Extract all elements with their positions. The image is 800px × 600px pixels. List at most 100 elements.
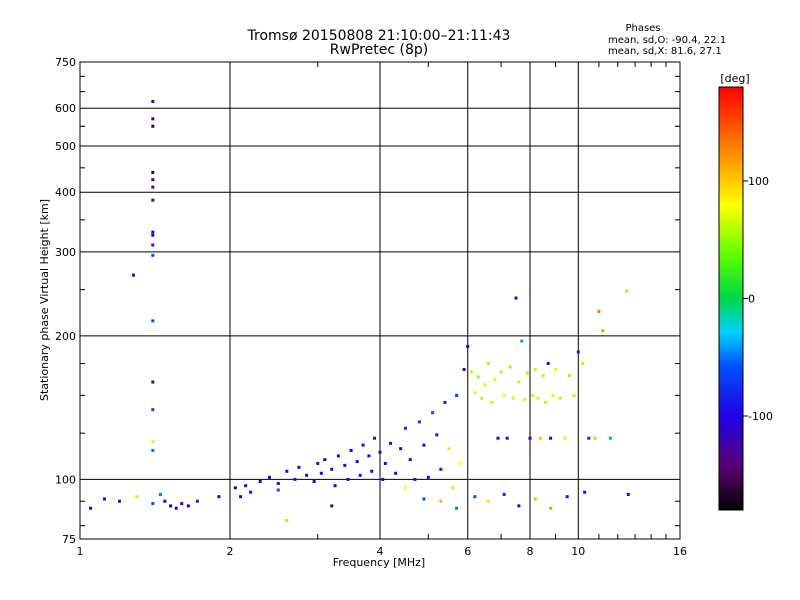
data-point [431, 411, 435, 415]
data-point [169, 504, 173, 508]
y-tick-label: 750 [55, 56, 76, 69]
data-point [151, 253, 155, 257]
colorbar [718, 86, 744, 511]
data-point [601, 329, 605, 333]
colorbar-ticks: 100 0 -100 [743, 175, 773, 423]
data-point [502, 393, 506, 397]
data-point [276, 488, 280, 492]
data-point [399, 447, 403, 451]
x-tick-label: 16 [673, 545, 687, 558]
data-point [151, 243, 155, 247]
x-tick-label: 6 [464, 545, 471, 558]
data-point [180, 502, 184, 506]
data-point [163, 499, 167, 503]
data-point [539, 436, 543, 440]
data-point [517, 380, 521, 384]
data-point [458, 461, 462, 465]
data-point [151, 319, 155, 323]
data-point [608, 436, 612, 440]
data-point [469, 370, 473, 374]
data-point [297, 465, 301, 469]
data-point [151, 178, 155, 182]
data-point [312, 479, 316, 483]
data-point [563, 436, 567, 440]
data-point [499, 370, 503, 374]
data-point [476, 375, 480, 379]
colorbar-tick-label: 0 [748, 293, 755, 306]
y-tick-label: 100 [55, 473, 76, 486]
data-point [89, 506, 93, 510]
data-point [378, 450, 382, 454]
data-point [305, 473, 309, 477]
data-point [151, 198, 155, 202]
data-point [451, 486, 455, 490]
data-point [533, 497, 537, 501]
data-point [544, 400, 548, 404]
data-point [239, 495, 243, 499]
data-point [151, 448, 155, 452]
x-tick-label: 4 [377, 545, 384, 558]
data-point [536, 396, 540, 400]
x-tick-label: 2 [227, 545, 234, 558]
data-point [358, 473, 362, 477]
x-tick-label: 10 [571, 545, 585, 558]
data-point [551, 393, 555, 397]
data-point [443, 400, 447, 404]
data-point [626, 492, 630, 496]
data-point [593, 436, 597, 440]
data-point [520, 339, 524, 343]
x-axis-label: Frequency [MHz] [333, 556, 425, 569]
data-point [528, 436, 532, 440]
chart-subtitle: RwPretec (8p) [330, 42, 428, 58]
data-point [174, 506, 178, 510]
data-point [346, 477, 350, 481]
y-axis-label: Stationary phase Virtual Height [km] [38, 199, 51, 401]
data-point [267, 475, 271, 479]
data-point [483, 383, 487, 387]
data-point [131, 273, 135, 277]
data-point [336, 454, 340, 458]
x-tick-label: 8 [527, 545, 534, 558]
colorbar-tick-label: 100 [748, 175, 769, 188]
data-point [439, 467, 443, 471]
data-point [293, 477, 297, 481]
data-point [151, 408, 155, 412]
plot-frame [79, 61, 681, 540]
data-point [417, 420, 421, 424]
data-point [151, 233, 155, 237]
data-point [233, 486, 237, 490]
data-point [541, 374, 545, 378]
data-point [493, 377, 497, 381]
data-point [244, 484, 248, 488]
data-point [367, 454, 371, 458]
data-point [583, 490, 587, 494]
data-point [447, 447, 451, 451]
y-axis-ticks: 75 100 200 300 400 500 600 750 [55, 56, 680, 546]
data-point [546, 361, 550, 365]
stats-heading: Phases [625, 23, 660, 34]
data-point [316, 461, 320, 465]
chart-title: Tromsø 20150808 21:10:00–21:11:43 [247, 28, 511, 44]
data-point [567, 374, 571, 378]
data-point [531, 393, 535, 397]
data-point [473, 391, 477, 395]
data-point [389, 441, 393, 445]
data-point [151, 117, 155, 121]
data-point [349, 448, 353, 452]
data-point [597, 309, 601, 313]
data-point [525, 371, 529, 375]
data-point [394, 471, 398, 475]
y-tick-label: 600 [55, 102, 76, 115]
data-point [319, 471, 323, 475]
data-point [486, 361, 490, 365]
data-point [422, 443, 426, 447]
y-tick-label: 400 [55, 186, 76, 199]
data-point [343, 463, 347, 467]
data-point [581, 361, 585, 365]
colorbar-label: [deg] [720, 72, 749, 85]
data-point [258, 479, 262, 483]
data-point [565, 495, 569, 499]
data-point [558, 396, 562, 400]
grid-lines [80, 62, 680, 539]
